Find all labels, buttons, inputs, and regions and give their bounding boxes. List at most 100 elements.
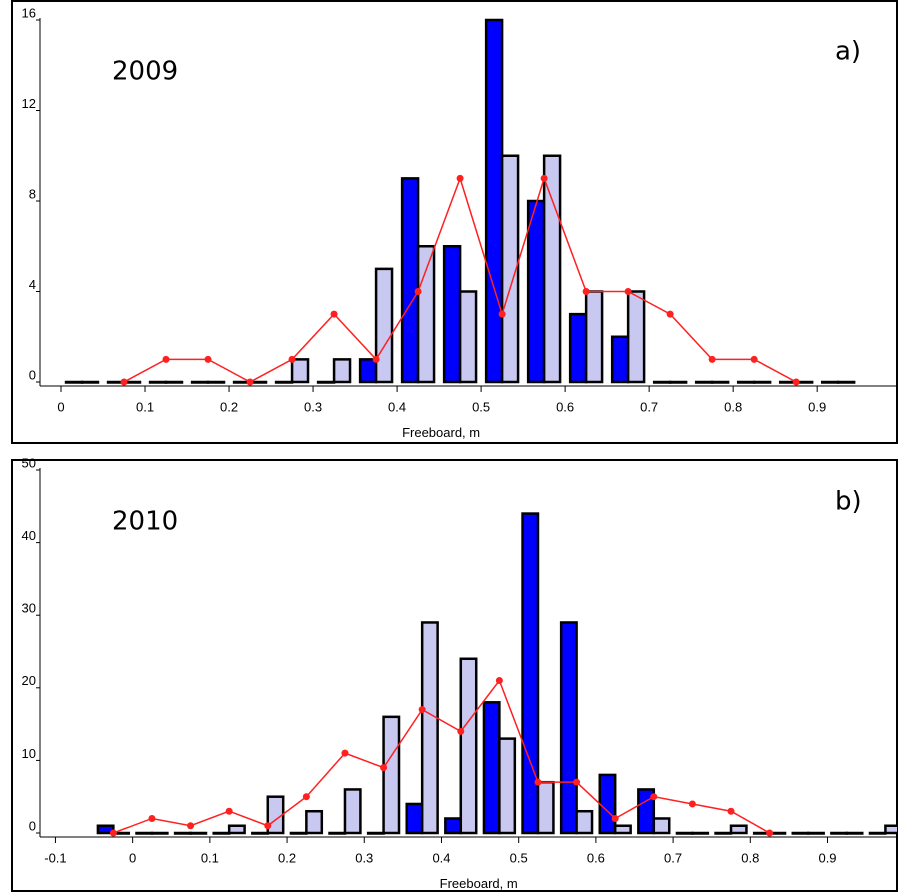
y-tick-label: 0 <box>29 818 36 833</box>
bar <box>420 621 439 835</box>
bar <box>150 831 169 835</box>
line-point <box>688 800 696 808</box>
x-tick-label: 0.5 <box>510 850 528 865</box>
bar <box>189 831 208 835</box>
x-tick-label: 0.4 <box>432 850 450 865</box>
line-point <box>288 355 296 363</box>
y-tick-label: 4 <box>29 277 36 292</box>
bar <box>374 267 394 384</box>
line-point <box>120 378 128 386</box>
line-point <box>246 378 254 386</box>
line-point <box>456 174 464 182</box>
bar <box>694 380 714 384</box>
line-point <box>330 310 338 318</box>
bar <box>521 512 540 835</box>
y-tick-label: 16 <box>22 5 36 20</box>
line-point <box>727 807 735 815</box>
line-point <box>582 288 590 295</box>
bar <box>173 831 192 835</box>
bar <box>691 831 710 835</box>
x-tick-label: 0.1 <box>136 399 154 414</box>
bar <box>820 380 840 384</box>
x-tick-label: 0.9 <box>808 399 826 414</box>
bar <box>500 154 520 384</box>
bar <box>484 18 504 384</box>
x-tick-label: 0.5 <box>472 399 490 414</box>
bar <box>752 380 772 384</box>
bar <box>836 380 856 384</box>
line-point <box>495 677 503 685</box>
line-point <box>750 355 758 363</box>
bar <box>559 621 578 835</box>
x-tick-label: 0.8 <box>741 850 759 865</box>
bar <box>382 715 401 835</box>
bar <box>482 701 501 835</box>
panel-frame <box>11 0 898 444</box>
line-point <box>540 174 548 182</box>
bar <box>212 831 231 835</box>
line-point <box>666 310 674 318</box>
bar <box>868 831 887 835</box>
line-point <box>418 706 426 714</box>
y-tick-label: 40 <box>22 528 36 543</box>
bar <box>736 380 756 384</box>
bar <box>584 290 604 384</box>
panel-title: 2010 <box>112 507 178 537</box>
line-point <box>302 793 310 801</box>
line-point <box>498 310 506 318</box>
line-point <box>766 829 774 837</box>
line-point <box>225 807 233 815</box>
y-tick-label: 0 <box>29 367 36 382</box>
bar <box>598 773 617 835</box>
bar <box>845 831 864 835</box>
x-tick-label: 0.9 <box>818 850 836 865</box>
bar <box>575 809 594 835</box>
line-point <box>650 793 658 801</box>
x-tick-label: 0 <box>57 399 64 414</box>
bar <box>729 824 748 835</box>
line-point <box>148 814 156 822</box>
bar <box>290 358 310 384</box>
bar <box>358 358 378 384</box>
x-tick-label: 0 <box>129 850 136 865</box>
y-tick-label: 30 <box>22 601 36 616</box>
bar <box>498 737 517 835</box>
bar <box>637 788 656 835</box>
bar <box>884 824 897 835</box>
x-axis-label: Freeboard, m <box>440 876 518 891</box>
x-tick-label: 0.2 <box>278 850 296 865</box>
x-axis-label: Freeboard, m <box>402 425 480 440</box>
plot-area <box>64 18 856 386</box>
line-point <box>708 355 716 363</box>
panel-frame <box>11 459 898 892</box>
bar <box>526 199 546 384</box>
line-point <box>187 822 195 830</box>
bar <box>668 380 688 384</box>
x-tick-label: 0.6 <box>556 399 574 414</box>
bar <box>652 380 672 384</box>
bar <box>568 312 588 384</box>
bar <box>626 290 646 384</box>
bar <box>710 380 730 384</box>
line-point <box>109 829 117 837</box>
bar <box>328 831 347 835</box>
line-point <box>372 355 380 363</box>
x-tick-label: 0.7 <box>664 850 682 865</box>
line <box>113 679 770 834</box>
panel: 2009 a) Freeboard, m 0 4 8 12 16 0 0.1 0.2 0.3 0.4 0.… <box>22 5 897 440</box>
bar <box>289 831 308 835</box>
bar <box>164 380 184 384</box>
bar <box>442 245 462 384</box>
bar <box>80 380 100 384</box>
bar <box>64 380 84 384</box>
x-tick-label: 0.2 <box>220 399 238 414</box>
line-point <box>624 288 632 295</box>
bar <box>206 380 226 384</box>
y-tick-label: 12 <box>22 96 36 111</box>
line-point <box>414 288 422 295</box>
bar <box>227 824 246 835</box>
y-tick-label: 10 <box>22 746 36 761</box>
x-tick-label: -0.1 <box>44 850 66 865</box>
bar <box>458 290 478 384</box>
